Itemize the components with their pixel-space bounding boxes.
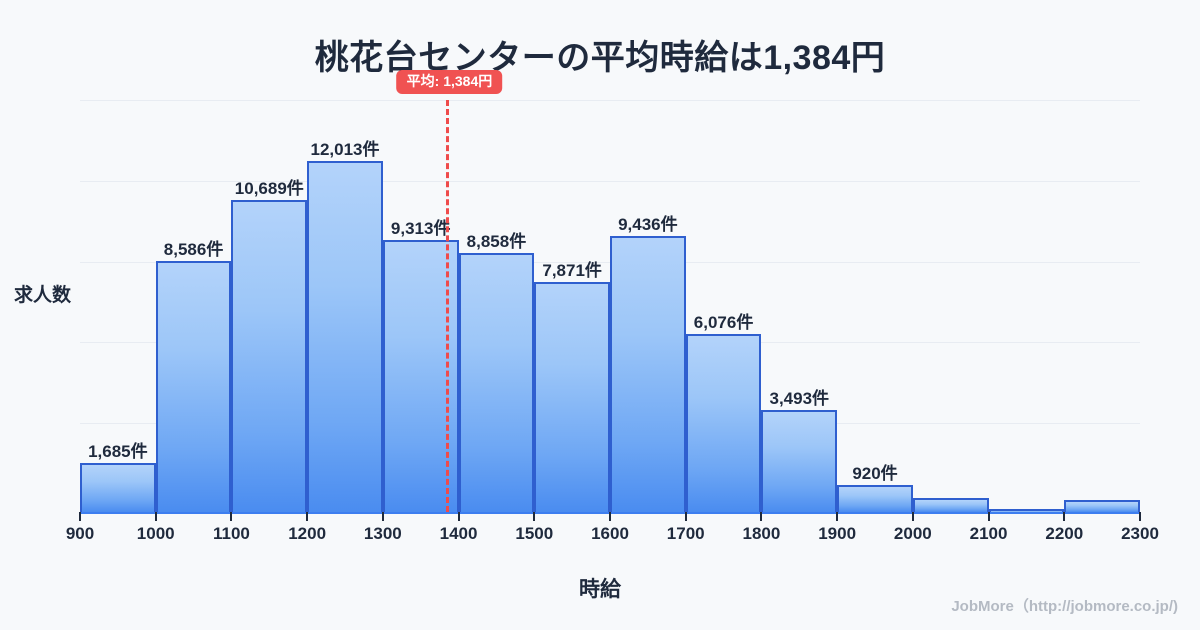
bar[interactable] [80, 462, 156, 512]
x-tick-label: 2100 [969, 524, 1008, 543]
x-tick-mark [154, 512, 157, 521]
x-tick-label: 2300 [1121, 524, 1159, 543]
bar-value-label: 12,013件 [310, 139, 380, 159]
bar-value-label: 7,871件 [542, 261, 602, 280]
bar[interactable] [837, 485, 913, 512]
x-tick-mark [230, 512, 233, 521]
bar[interactable] [685, 334, 762, 512]
x-tick-label: 1600 [591, 524, 629, 543]
x-tick-mark [1063, 512, 1066, 521]
bar[interactable] [988, 509, 1065, 512]
x-tick-label: 1900 [818, 524, 857, 543]
x-tick-mark [760, 512, 763, 521]
gridline [80, 181, 1140, 182]
bar[interactable] [458, 253, 535, 512]
x-tick-mark [609, 512, 611, 521]
bar[interactable] [1064, 500, 1140, 512]
y-axis-label: 求人数 [14, 285, 72, 306]
bar-value-label: 10,689件 [234, 178, 304, 198]
x-tick-mark [911, 512, 914, 521]
x-tick-label: 2200 [1045, 524, 1084, 543]
mean-badge: 平均: 1,384円 [396, 70, 503, 95]
bar-value-label: 8,586件 [163, 240, 224, 260]
x-tick-mark [79, 512, 81, 521]
chart-plot-area: 1,685件 8,586件 10,689件 12,013件 9,313件 8,858件 7,… [66, 70, 1159, 543]
mean-line: 平均: 1,384円 [396, 70, 503, 512]
bar-value-label: 1,685件 [88, 441, 148, 461]
bar-value-label: 9,436件 [618, 215, 678, 235]
bar[interactable] [534, 282, 610, 512]
bar-value-label: 8,858件 [466, 232, 527, 252]
x-tick-label: 1800 [742, 524, 781, 543]
bar-value-label: 9,313件 [390, 218, 451, 238]
bar[interactable] [155, 261, 232, 512]
bar[interactable] [761, 409, 838, 512]
page-title: 桃花台センターの平均時給は1,384円 [314, 39, 886, 77]
bar[interactable] [610, 236, 686, 512]
gridline [80, 100, 1140, 101]
x-tick-label: 1300 [363, 524, 402, 543]
x-tick-label: 1500 [515, 524, 554, 543]
bar[interactable] [912, 497, 989, 512]
x-tick-mark [836, 512, 839, 521]
x-tick-mark [457, 512, 460, 521]
bar[interactable] [382, 239, 459, 512]
x-axis-label: 時給 [579, 578, 621, 601]
x-tick-label: 1700 [666, 524, 705, 543]
bar-value-label: 3,493件 [769, 388, 830, 408]
x-tick-label: 1000 [136, 524, 175, 543]
x-tick-label: 1400 [439, 524, 478, 543]
x-tick-mark [987, 512, 990, 521]
x-tick-mark [684, 512, 687, 521]
x-tick-label: 2000 [893, 524, 932, 543]
x-tick-mark [306, 512, 309, 521]
x-tick-label: 1100 [212, 524, 250, 543]
x-tick-mark [381, 512, 384, 521]
bar-value-label: 6,076件 [693, 313, 754, 333]
bar-value-label: 920件 [852, 464, 898, 484]
x-tick-mark [533, 512, 536, 521]
watermark-credit: JobMore（http://jobmore.co.jp/) [951, 598, 1178, 615]
bar[interactable] [231, 199, 308, 512]
x-tick-label: 900 [65, 524, 95, 543]
x-tick-mark [1139, 512, 1141, 521]
x-tick-label: 1200 [288, 524, 327, 543]
bar[interactable] [307, 160, 383, 512]
